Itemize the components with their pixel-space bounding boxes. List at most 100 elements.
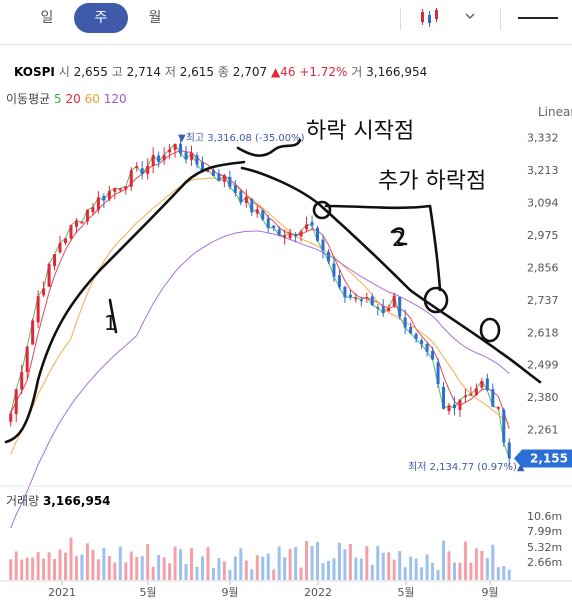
candle-body [113,188,117,192]
high-value: 2,714 [126,65,161,79]
candle-body [398,297,402,317]
x-tick-label: 2021 [48,586,76,599]
candle-body [502,409,506,443]
candle-body [337,275,341,288]
close-label: 종 [217,65,229,79]
candle-body [124,186,128,190]
volume-bar [190,548,194,580]
ma-line-120 [10,230,510,529]
candle-body [206,170,210,172]
volume-bar [140,556,144,580]
candle-body [348,294,352,298]
note-further-drop: 추가 하락점 [378,169,486,194]
candle-body [343,286,347,298]
candle-body [425,344,429,352]
volume-bar [36,552,40,580]
volume-bar [431,562,435,580]
tab-day[interactable]: 일 [40,10,54,26]
volume-bar [200,556,204,580]
candle-body [272,225,276,228]
volume-tick-label: 2.66m [527,556,562,569]
volume-bar [316,542,320,580]
volume-bar [409,556,413,580]
candle-body [294,233,298,237]
candle-body [140,168,144,175]
volume-bar [118,546,122,580]
volume-bar [179,549,183,580]
volume-bar [321,563,325,580]
volume-bar [310,546,314,580]
volume-bar [326,560,330,580]
y-tick-label: 3,213 [527,164,559,177]
candle-body [211,170,215,176]
candle-body [222,175,226,182]
candle-body [233,184,237,193]
candle-body [31,320,35,345]
volume-bar [266,553,270,580]
menu-line-icon[interactable] [518,17,558,19]
high-label: 고 [111,65,123,79]
candle-body [20,371,24,390]
volume-bar [64,552,68,580]
candle-body [496,407,500,409]
candle-body [326,251,330,262]
chevron-down-icon[interactable] [462,8,478,24]
volume-bar [365,546,369,580]
volume-bar [74,556,78,580]
tab-month[interactable]: 월 [148,10,162,26]
volume-bar [217,558,221,580]
volume-bar [469,562,473,580]
candle-body [80,222,84,224]
candle-body [157,155,161,162]
candle-body [53,254,57,267]
candle-body [491,389,495,407]
divider [400,8,401,30]
x-axis: 2021 5월 9월 2022 5월 9월 [48,581,499,599]
candle-body [58,242,62,253]
volume-bar [244,560,248,580]
volume-bar [135,557,139,580]
candle-body [277,229,281,236]
volume-axis: 10.6m 7.99m 5.32m 2.66m [527,510,562,569]
candle-body [431,350,435,360]
volume-bar [157,555,161,580]
ma-legend: 이동평균 5 20 60 120 [6,90,127,107]
volume-title: 거래량 3,166,954 [6,494,111,508]
volume-bar [173,546,177,580]
volume-bar [359,558,363,580]
candle-body [474,388,478,396]
candle-body [118,188,122,191]
hand-stroke-rise [4,160,246,444]
volume-bar [294,547,298,580]
candle-body [14,389,18,414]
hand-circle-2 [423,286,449,314]
volume-bar [370,564,374,580]
volume-bar [442,540,446,580]
hand-stroke-peak-mark [236,138,302,157]
volume-bar [496,567,500,580]
volume-bar [491,544,495,580]
candle-body [184,152,188,160]
candle-body [9,413,13,422]
volume-bar [277,546,281,580]
volume-bar [507,569,511,580]
volume-label: 거 [351,65,363,79]
note-num-1: 1 [104,311,117,335]
candle-chart-icon[interactable] [418,6,444,30]
volume-bar [337,542,341,580]
tab-week[interactable]: 주 [74,3,128,33]
volume-bar [414,558,418,580]
hand-stroke-bracket [324,204,442,292]
candle-body [321,239,325,251]
header-divider [0,44,572,45]
volume-bar [107,556,111,580]
volume-bar [283,557,287,580]
candles [9,138,511,467]
volume-bar [332,558,336,580]
volume-tick-label: 5.32m [527,541,562,554]
note-start-drop: 하락 시작점 [306,119,414,144]
candle-body [283,235,287,238]
volume-bar [387,552,391,580]
candle-body [381,306,385,314]
